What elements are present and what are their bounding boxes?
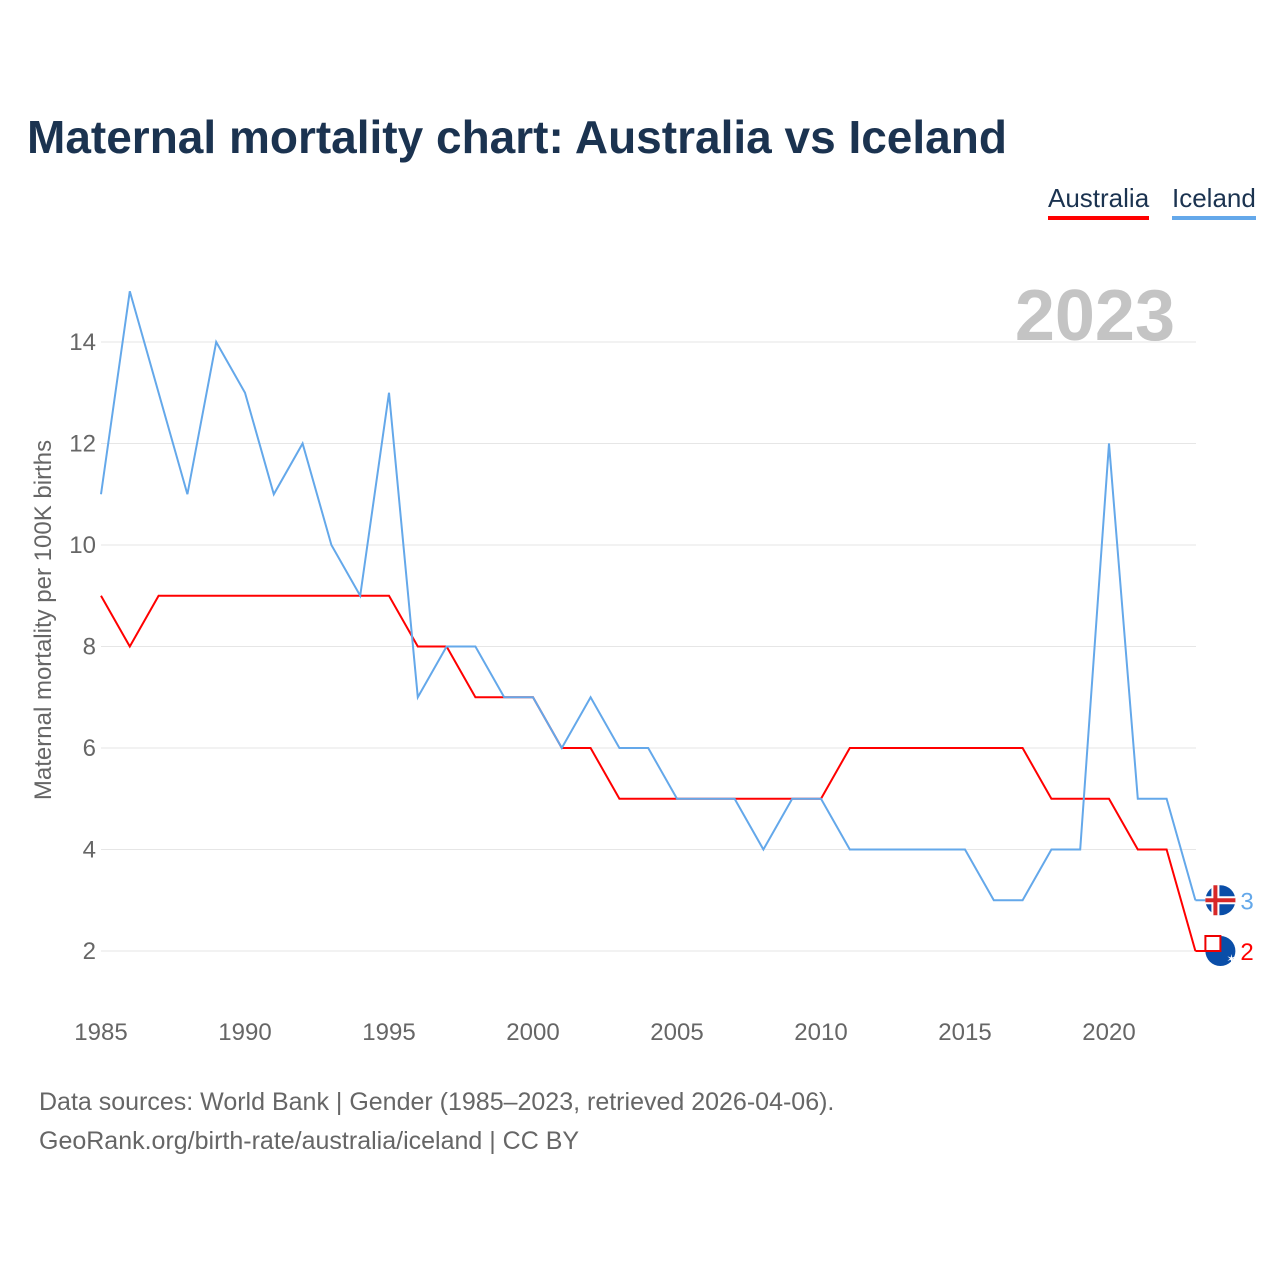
x-tick-label: 2015 — [938, 1019, 991, 1046]
x-tick-label: 1995 — [362, 1019, 415, 1046]
y-tick-label: 6 — [83, 735, 96, 762]
x-tick-label: 2020 — [1082, 1019, 1135, 1046]
flag-canton — [1204, 935, 1222, 952]
end-value-label: 3 — [1240, 888, 1253, 915]
y-tick-label: 4 — [83, 837, 96, 864]
x-tick-label: 2000 — [506, 1019, 559, 1046]
y-tick-label: 10 — [69, 532, 96, 559]
y-tick-label: 8 — [83, 634, 96, 661]
series-line-iceland — [100, 290, 1197, 902]
y-tick-label: 12 — [69, 431, 96, 458]
x-tick-label: 2010 — [794, 1019, 847, 1046]
series-line-australia — [100, 594, 1197, 952]
x-tick-label: 1985 — [74, 1019, 127, 1046]
y-axis-label: Maternal mortality per 100K births — [30, 440, 57, 800]
legend-australia[interactable]: Australia — [1048, 183, 1150, 220]
y-tick-label: 14 — [69, 329, 96, 356]
flag-cross — [1213, 885, 1218, 916]
year-watermark: 2023 — [1015, 276, 1175, 356]
source-note: Data sources: World Bank | Gender (1985–… — [39, 1088, 835, 1116]
x-tick-label: 2005 — [650, 1019, 703, 1046]
source-link[interactable]: GeoRank.org/birth-rate/australia/iceland… — [39, 1127, 580, 1155]
flag-stars: ✶ — [1226, 952, 1236, 966]
x-tick-label: 1990 — [218, 1019, 271, 1046]
page-title: Maternal mortality chart: Australia vs I… — [27, 111, 1007, 163]
legend-iceland[interactable]: Iceland — [1172, 183, 1256, 220]
end-value-label: 2 — [1240, 939, 1253, 966]
flag-cross — [1205, 898, 1236, 903]
y-tick-label: 2 — [83, 938, 96, 965]
